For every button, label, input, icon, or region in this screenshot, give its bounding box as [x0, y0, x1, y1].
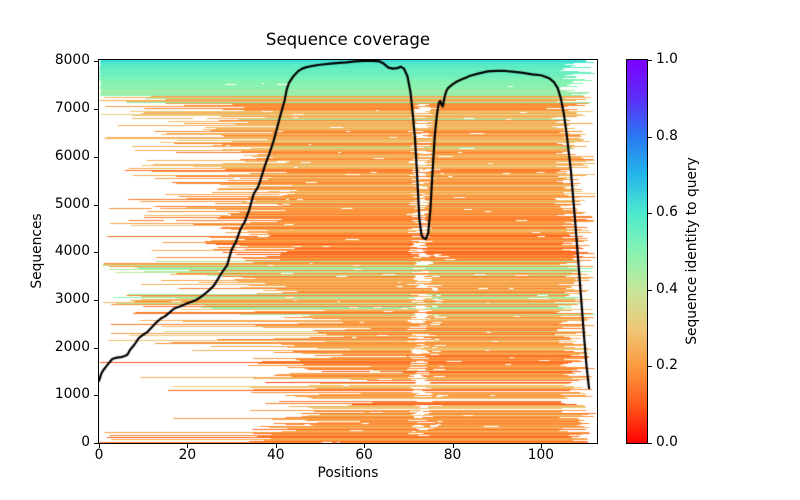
colorbar-gradient — [627, 60, 647, 443]
y-tick-label: 4000 — [54, 243, 90, 260]
y-tick-label: 2000 — [54, 338, 90, 355]
y-tick-mark — [94, 61, 98, 63]
colorbar-tick-label: 1.0 — [656, 51, 678, 68]
y-tick-mark — [94, 156, 98, 158]
y-tick-mark — [94, 395, 98, 397]
y-axis-label: Sequences — [29, 213, 45, 289]
colorbar-tick-mark — [648, 136, 652, 138]
colorbar-tick-mark — [648, 366, 652, 368]
y-tick-label: 3000 — [54, 291, 90, 308]
x-tick-label: 60 — [355, 447, 373, 463]
colorbar-tick-mark — [648, 213, 652, 215]
chart-title: Sequence coverage — [265, 30, 431, 49]
y-tick-mark — [94, 109, 98, 111]
x-tick-mark — [452, 444, 454, 448]
x-tick-label: 80 — [443, 447, 462, 463]
colorbar-tick-mark — [648, 289, 652, 291]
x-tick-label: 40 — [266, 447, 285, 463]
x-tick-label: 20 — [178, 447, 197, 463]
colorbar-tick-label: 0.2 — [656, 357, 678, 374]
y-tick-mark — [94, 347, 98, 349]
x-tick-mark — [275, 444, 277, 448]
y-tick-label: 5000 — [54, 195, 90, 212]
colorbar-tick-label: 0.8 — [656, 127, 678, 144]
y-tick-label: 7000 — [54, 100, 90, 117]
colorbar-tick-mark — [648, 443, 652, 444]
y-tick-label: 6000 — [54, 147, 90, 164]
x-tick-label: 0 — [94, 447, 104, 463]
colorbar-tick-label: 0.6 — [656, 204, 678, 221]
colorbar-tick-label: 0.4 — [656, 280, 678, 297]
y-tick-label: 0 — [81, 434, 90, 451]
y-tick-label: 8000 — [54, 52, 90, 69]
colorbar — [626, 59, 648, 444]
x-tick-label: 100 — [527, 447, 555, 463]
y-tick-label: 1000 — [54, 386, 90, 403]
x-tick-mark — [187, 444, 189, 448]
y-tick-mark — [94, 443, 98, 444]
colorbar-tick-label: 0.0 — [656, 434, 678, 451]
y-tick-mark — [94, 252, 98, 254]
x-tick-mark — [364, 444, 366, 448]
x-tick-mark — [99, 444, 100, 448]
colorbar-label: Sequence identity to query — [684, 157, 700, 345]
x-tick-mark — [540, 444, 542, 448]
y-tick-mark — [94, 299, 98, 301]
x-axis-label: Positions — [317, 465, 379, 481]
y-tick-mark — [94, 204, 98, 206]
colorbar-tick-mark — [648, 60, 652, 61]
msa-heatmap-canvas — [99, 60, 597, 443]
